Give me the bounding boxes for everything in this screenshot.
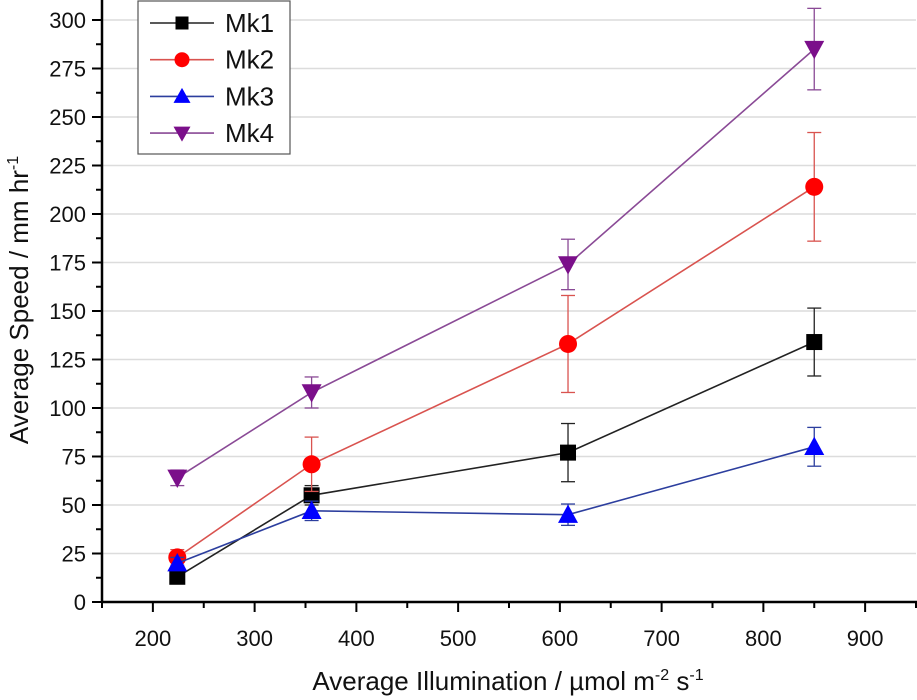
y-tick-label: 175	[49, 251, 86, 276]
y-tick-label: 150	[49, 299, 86, 324]
x-tick-label: 900	[847, 626, 884, 651]
legend-label: Mk4	[225, 118, 274, 148]
legend-marker-triangle-down	[173, 126, 191, 142]
legend-item-mk2: Mk2	[150, 45, 274, 75]
series-line	[177, 446, 815, 564]
y-tick-label: 300	[49, 8, 86, 33]
series-layer	[167, 7, 825, 585]
x-tick-label: 300	[236, 626, 273, 651]
series-line	[176, 341, 815, 578]
data-point-circle	[559, 334, 578, 353]
y-tick-label: 125	[49, 348, 86, 373]
data-point-triangle-down	[301, 384, 322, 403]
legend-item-mk4: Mk4	[150, 118, 274, 148]
legend-marker-circle	[174, 52, 190, 68]
series-mk3	[167, 426, 825, 572]
data-point-triangle-down	[558, 256, 579, 275]
y-tick-label: 75	[62, 445, 86, 470]
legend-box	[137, 0, 291, 155]
y-tick-label: 0	[74, 590, 86, 615]
y-tick-label: 250	[49, 105, 86, 130]
x-tick-label: 500	[440, 626, 477, 651]
x-tick-label: 700	[643, 626, 680, 651]
ticks: 0 25 50 75 100 125 150 175 200 225 250 275 300 200 300…	[49, 8, 917, 651]
data-point-triangle-up	[167, 553, 188, 572]
series-mk1	[169, 307, 823, 585]
legend-marker-triangle-up	[173, 87, 191, 103]
legend-label: Mk2	[225, 45, 274, 75]
data-point-triangle-down	[804, 40, 825, 60]
legend-label: Mk3	[225, 81, 274, 111]
data-point-triangle-up	[301, 500, 322, 520]
legend: Mk1 Mk2 Mk3 Mk4	[137, 0, 291, 155]
data-point-square	[560, 444, 577, 461]
data-point-triangle-up	[804, 436, 825, 455]
data-point-square	[169, 568, 186, 585]
data-point-circle	[805, 177, 824, 196]
series-mk2	[168, 131, 824, 567]
x-tick-label: 200	[135, 626, 172, 651]
y-axis-title: Average Speed / mm hr-1	[4, 156, 34, 444]
legend-label: Mk1	[225, 8, 274, 38]
x-tick-label: 800	[745, 626, 782, 651]
data-point-triangle-down	[167, 469, 188, 489]
series-line	[176, 186, 815, 559]
x-axis-title: Average Illumination / µmol m-2 s-1	[312, 666, 703, 696]
y-tick-label: 200	[49, 202, 86, 227]
y-tick-label: 275	[49, 57, 86, 82]
y-tick-label: 50	[62, 493, 86, 518]
legend-item-mk3: Mk3	[150, 81, 274, 111]
x-tick-label: 400	[338, 626, 375, 651]
y-tick-label: 225	[49, 154, 86, 179]
data-point-square	[806, 334, 823, 351]
data-point-triangle-up	[558, 504, 579, 523]
series-line	[176, 48, 815, 479]
y-tick-label: 100	[49, 396, 86, 421]
series-mk4	[167, 7, 825, 489]
data-point-circle	[302, 455, 321, 474]
legend-marker-square	[175, 16, 189, 30]
y-tick-label: 25	[62, 542, 86, 567]
x-tick-label: 600	[542, 626, 579, 651]
legend-item-mk1: Mk1	[150, 8, 274, 38]
